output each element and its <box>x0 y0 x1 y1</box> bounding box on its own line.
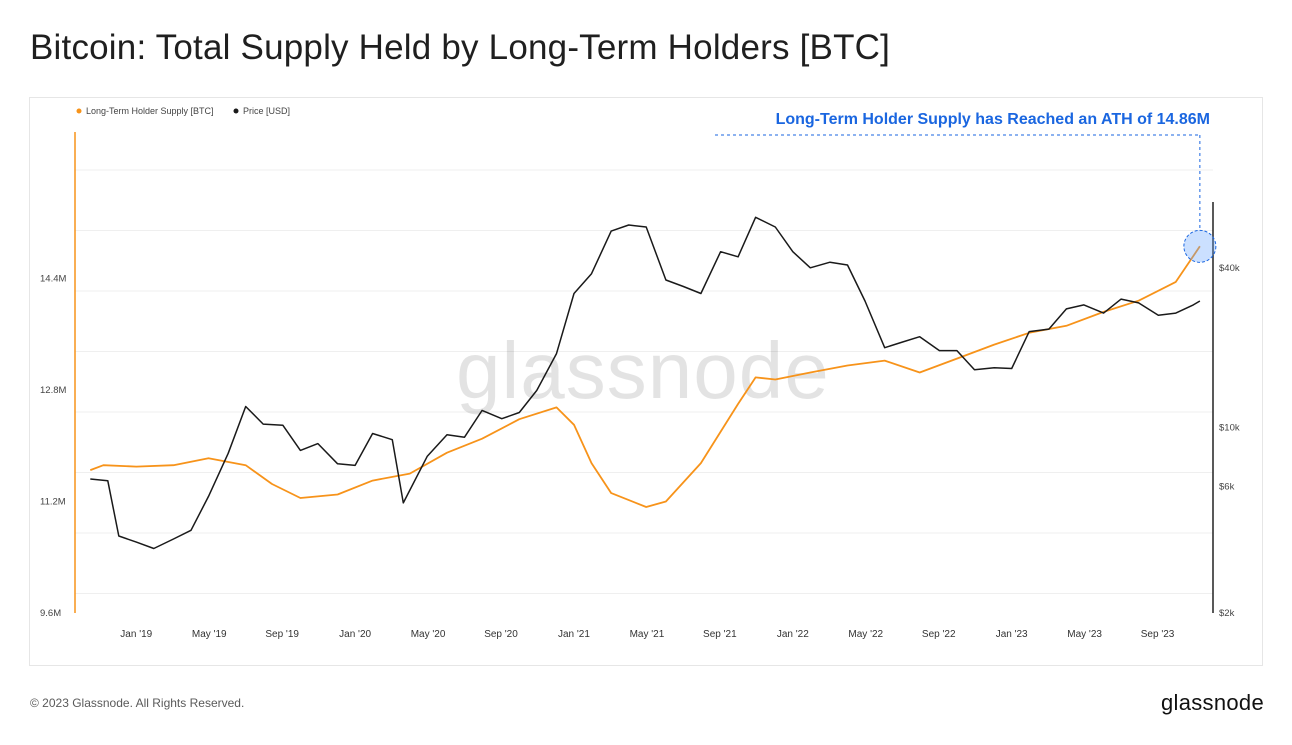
legend: Long-Term Holder Supply [BTC] Price [USD… <box>76 106 290 116</box>
legend-price-label: Price [USD] <box>243 106 290 116</box>
chart-svg: glassnode Long-Term Holder Supply [BTC] … <box>40 106 1240 640</box>
left-axis-tick: 12.8M <box>40 385 66 396</box>
left-axis-tick: 9.6M <box>40 608 61 619</box>
lth-supply-line <box>89 245 1201 508</box>
watermark: glassnode <box>456 326 830 415</box>
glassnode-logo: glassnode <box>1161 690 1264 715</box>
x-axis-tick: May '22 <box>848 629 883 640</box>
ath-annotation-text: Long-Term Holder Supply has Reached an A… <box>776 111 1210 128</box>
axes-layer: 9.6M 11.2M 12.8M 14.4M $2k $6k $10k $40k Jan '19… <box>40 132 1240 640</box>
x-axis-tick: Sep '22 <box>922 629 956 640</box>
right-axis-tick: $40k <box>1219 263 1240 274</box>
x-axis-tick: Jan '21 <box>558 629 590 640</box>
legend-lth-label: Long-Term Holder Supply [BTC] <box>86 106 214 116</box>
price-line <box>90 216 1201 550</box>
x-axis-tick: Sep '20 <box>484 629 518 640</box>
x-axis-tick: Sep '23 <box>1141 629 1175 640</box>
x-axis-tick: May '23 <box>1067 629 1102 640</box>
grid-layer <box>75 169 1213 594</box>
left-axis-tick: 11.2M <box>40 496 66 507</box>
legend-price-dot <box>233 108 239 114</box>
right-axis-tick: $2k <box>1219 608 1235 619</box>
right-axis-tick: $6k <box>1219 481 1235 492</box>
x-axis-tick: May '20 <box>411 629 446 640</box>
x-axis-tick: Jan '20 <box>339 629 371 640</box>
x-axis-tick: May '19 <box>192 629 227 640</box>
copyright-text: © 2023 Glassnode. All Rights Reserved. <box>30 696 245 710</box>
x-axis-tick: Jan '19 <box>120 629 152 640</box>
legend-lth-dot <box>76 108 82 114</box>
x-axis-tick: May '21 <box>630 629 665 640</box>
x-axis-tick: Sep '19 <box>265 629 299 640</box>
x-axis-tick: Sep '21 <box>703 629 737 640</box>
ath-annotation: Long-Term Holder Supply has Reached an A… <box>715 111 1217 263</box>
ath-highlight-circle <box>1183 229 1217 263</box>
x-axis-tick: Jan '23 <box>996 629 1028 640</box>
left-axis-tick: 14.4M <box>40 273 66 284</box>
right-axis-tick: $10k <box>1219 423 1240 434</box>
page-title: Bitcoin: Total Supply Held by Long-Term … <box>30 28 891 67</box>
lines-layer <box>89 216 1201 550</box>
chart-card: glassnode Long-Term Holder Supply [BTC] … <box>29 97 1263 666</box>
x-axis-tick: Jan '22 <box>777 629 809 640</box>
